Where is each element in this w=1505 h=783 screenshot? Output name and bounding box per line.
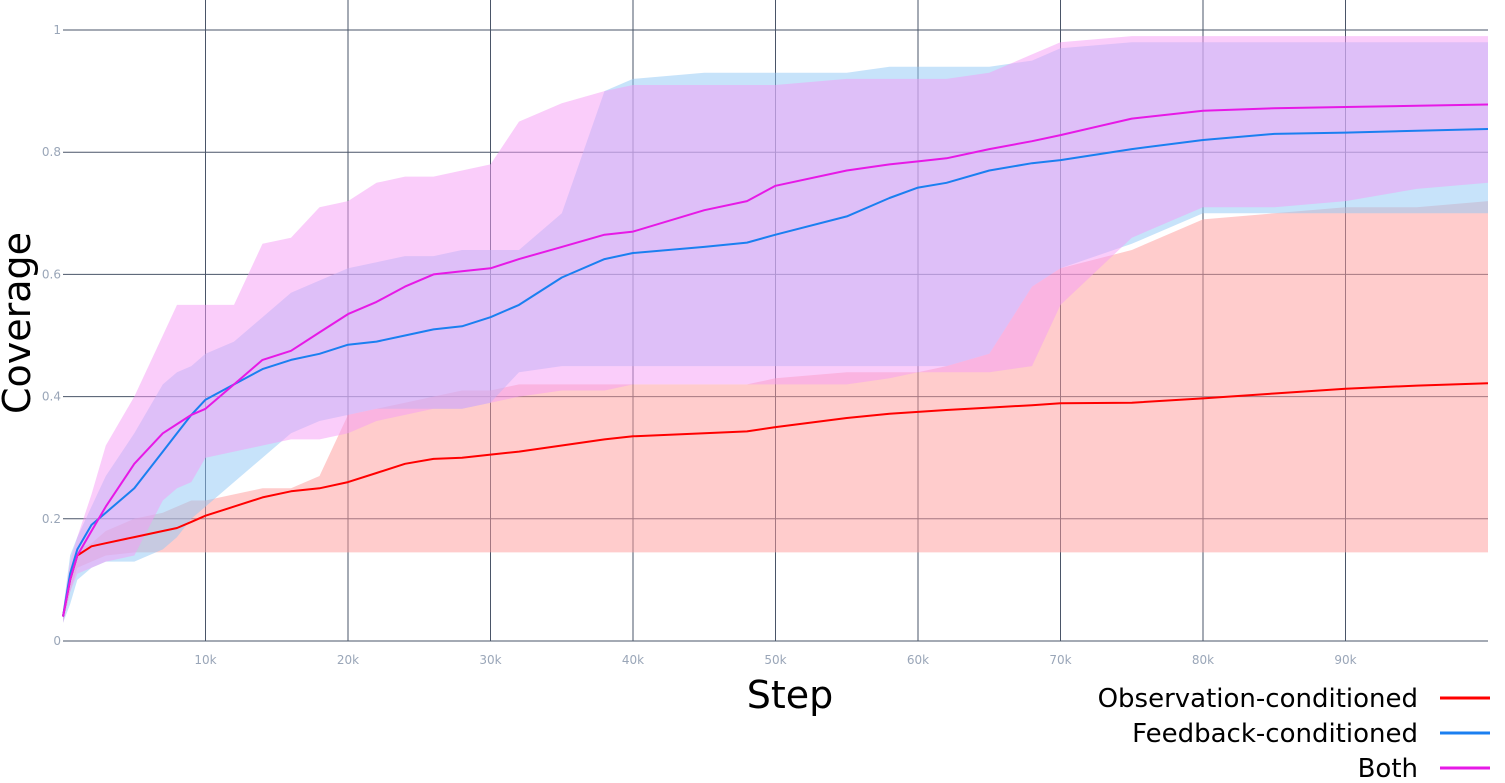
series-line-2 [62,103,1489,617]
band-0 [63,201,1488,623]
x-axis-ticks: 10k 20k 30k 40k 50k 60k 70k 80k 90k [194,653,1356,667]
legend-item-1: Feedback-conditioned [1132,719,1490,749]
series-lines [62,103,1489,617]
band-2 [63,36,1488,623]
y-tick-label-5: 1 [53,23,61,37]
x-tick-label-8: 90k [1334,653,1356,667]
legend-label-0: Observation-conditioned [1098,684,1418,714]
y-tick-label-2: 0.4 [42,390,61,404]
y-tick-label-0: 0 [53,634,61,648]
x-tick-label-4: 50k [764,653,786,667]
series-line-1 [62,128,1489,617]
legend: Observation-conditioned Feedback-conditio… [1098,684,1490,783]
legend-item-0: Observation-conditioned [1098,684,1490,714]
x-tick-label-6: 70k [1049,653,1071,667]
x-tick-label-7: 80k [1192,653,1214,667]
x-tick-label-1: 20k [337,653,359,667]
y-tick-label-3: 0.6 [42,267,61,281]
x-tick-label-5: 60k [907,653,929,667]
x-tick-label-0: 10k [194,653,216,667]
y-tick-label-4: 0.8 [42,145,61,159]
series-line-0 [62,382,1489,617]
x-tick-label-2: 30k [479,653,501,667]
confidence-bands [63,36,1488,623]
x-axis-title: Step [747,673,834,717]
y-tick-label-1: 0.2 [42,512,61,526]
legend-label-2: Both [1358,754,1418,783]
y-axis-title: Coverage [0,232,39,414]
y-axis-ticks: 0 0.2 0.4 0.6 0.8 1 [42,23,61,648]
legend-item-2: Both [1358,754,1490,783]
x-tick-label-3: 40k [622,653,644,667]
legend-label-1: Feedback-conditioned [1132,719,1418,749]
